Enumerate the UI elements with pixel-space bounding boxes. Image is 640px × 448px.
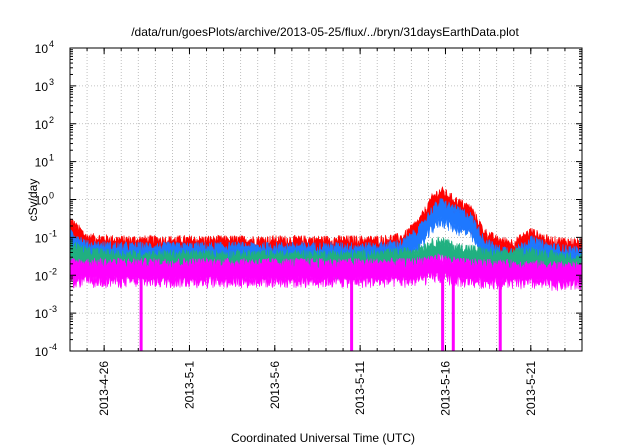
x-tick-label: 2013-5-6	[268, 361, 282, 409]
y-tick-label: 10	[35, 231, 49, 245]
y-tick-label: 10	[35, 269, 49, 283]
y-tick-label: 10	[35, 118, 49, 132]
plot-area	[69, 185, 583, 351]
x-tick-label: 2013-4-26	[97, 361, 111, 416]
y-tick-label: 10	[35, 156, 49, 170]
series-dropout	[498, 269, 502, 351]
x-axis-label: Coordinated Universal Time (UTC)	[231, 431, 415, 445]
y-tick-label: 10	[35, 80, 49, 94]
y-tick-label: 10	[35, 345, 49, 359]
y-tick-label: 10	[35, 42, 49, 56]
series-dropout	[451, 266, 455, 351]
y-axis-label: cSv/day	[26, 179, 40, 222]
series-4	[69, 253, 583, 351]
grid	[70, 48, 582, 351]
y-tick-exponent: 0	[49, 191, 54, 201]
y-tick-exponent: 1	[49, 153, 54, 163]
series-dropout	[139, 268, 143, 351]
x-tick-label: 2013-5-11	[353, 361, 367, 415]
y-tick-exponent: 2	[49, 115, 54, 125]
y-tick-exponent: 3	[49, 77, 54, 87]
plot-frame	[69, 47, 583, 352]
y-tick-exponent: -1	[49, 228, 57, 238]
y-tick-exponent: 4	[49, 39, 54, 49]
y-tick-label: 10	[35, 194, 49, 208]
y-tick-label: 10	[35, 307, 49, 321]
series-dropout	[350, 268, 354, 351]
series-dropout	[441, 264, 445, 351]
y-tick-exponent: -3	[49, 304, 57, 314]
chart-title: /data/run/goesPlots/archive/2013-05-25/f…	[131, 25, 519, 39]
x-tick-label: 2013-5-1	[182, 361, 196, 409]
y-tick-exponent: -2	[49, 266, 57, 276]
x-tick-label: 2013-5-16	[438, 361, 452, 416]
y-tick-exponent: -4	[49, 342, 57, 352]
x-tick-label: 2013-5-21	[524, 361, 538, 416]
